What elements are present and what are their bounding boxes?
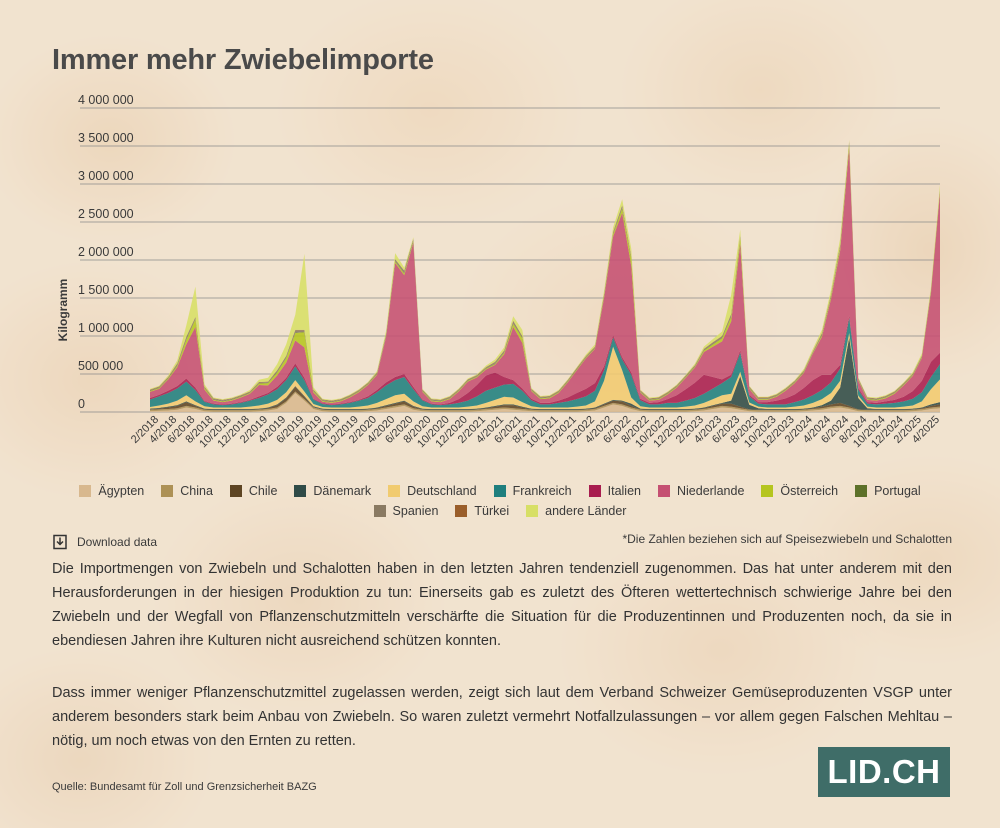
legend-label: andere Länder xyxy=(545,504,627,518)
legend-item[interactable]: Ägypten xyxy=(79,484,144,498)
legend-swatch xyxy=(455,505,468,517)
legend-label: Portugal xyxy=(874,484,921,498)
y-tick-label: 3 000 000 xyxy=(78,169,134,183)
legend-item[interactable]: Dänemark xyxy=(294,484,371,498)
legend-label: Spanien xyxy=(392,504,439,518)
y-tick-label: 3 500 000 xyxy=(78,131,134,145)
legend-swatch xyxy=(657,485,670,497)
x-axis-ticks: 2/20184/20186/20188/201810/201812/20182/… xyxy=(129,414,942,451)
series-area-frankreich xyxy=(150,317,940,408)
legend-label: Chile xyxy=(248,484,278,498)
legend-item[interactable]: Italien xyxy=(588,484,641,498)
legend-label: Österreich xyxy=(780,484,839,498)
legend-label: Dänemark xyxy=(313,484,372,498)
legend-label: Frankreich xyxy=(512,484,572,498)
download-label: Download data xyxy=(77,535,158,549)
legend-swatch xyxy=(388,485,401,497)
chart-legend: Ägypten China Chile Dänemark Deutschland Fran… xyxy=(40,484,960,518)
legend-swatch xyxy=(79,485,92,497)
y-tick-label: 2 500 000 xyxy=(78,207,134,221)
legend-swatch xyxy=(373,505,386,517)
legend-swatch xyxy=(761,485,774,497)
y-tick-label: 1 000 000 xyxy=(78,321,134,335)
legend-item[interactable]: Frankreich xyxy=(493,484,572,498)
legend-item[interactable]: Deutschland xyxy=(388,484,477,498)
legend-swatch xyxy=(161,485,174,497)
y-tick-label: 1 500 000 xyxy=(78,283,134,297)
legend-swatch xyxy=(588,485,601,497)
y-tick-label: 500 000 xyxy=(78,359,123,373)
legend-swatch xyxy=(526,505,539,517)
series-area-niederlande xyxy=(150,148,940,405)
paragraph-2: Dass immer weniger Pflanzenschutzmittel … xyxy=(52,685,952,749)
legend-item[interactable]: Chile xyxy=(229,484,278,498)
chart-footnote: *Die Zahlen beziehen sich auf Speisezwie… xyxy=(622,532,952,546)
legend-swatch xyxy=(294,485,307,497)
legend-swatch xyxy=(229,485,242,497)
legend-item[interactable]: Spanien xyxy=(373,504,439,518)
legend-swatch xyxy=(493,485,506,497)
legend-label: Niederlande xyxy=(676,484,745,498)
legend-item[interactable]: Niederlande xyxy=(657,484,745,498)
lid-logo: LID.CH xyxy=(818,747,950,797)
y-axis-label: Kilogramm xyxy=(56,279,70,342)
legend-item[interactable]: China xyxy=(161,484,213,498)
page-title: Immer mehr Zwiebelimporte xyxy=(52,44,434,76)
series-area-dänemark xyxy=(150,337,940,410)
y-tick-label: 0 xyxy=(78,397,85,411)
legend-label: Italien xyxy=(607,484,641,498)
legend-label: Türkei xyxy=(474,504,510,518)
legend-item[interactable]: Türkei xyxy=(455,504,509,518)
source-note: Quelle: Bundesamt für Zoll und Grenzsich… xyxy=(52,781,317,793)
y-tick-label: 4 000 000 xyxy=(78,93,134,107)
legend-item[interactable]: andere Länder xyxy=(526,504,626,518)
legend-item[interactable]: Portugal xyxy=(855,484,921,498)
y-tick-label: 2 000 000 xyxy=(78,245,134,259)
legend-label: Deutschland xyxy=(407,484,477,498)
stacked-area-chart: 0 500 000 1 000 000 1 500 000 2 000 000 2 500… xyxy=(56,93,942,451)
legend-label: Ägypten xyxy=(98,484,145,498)
y-axis-ticks: 0 500 000 1 000 000 1 500 000 2 000 000 2 500… xyxy=(78,93,134,411)
download-data-button[interactable]: Download data xyxy=(52,534,157,550)
chart-areas xyxy=(150,139,940,412)
download-icon xyxy=(53,534,67,550)
legend-swatch xyxy=(855,485,868,497)
legend-item[interactable]: Österreich xyxy=(761,484,838,498)
paragraph-1: Die Importmengen von Zwiebeln und Schalo… xyxy=(52,561,952,649)
legend-label: China xyxy=(180,484,213,498)
